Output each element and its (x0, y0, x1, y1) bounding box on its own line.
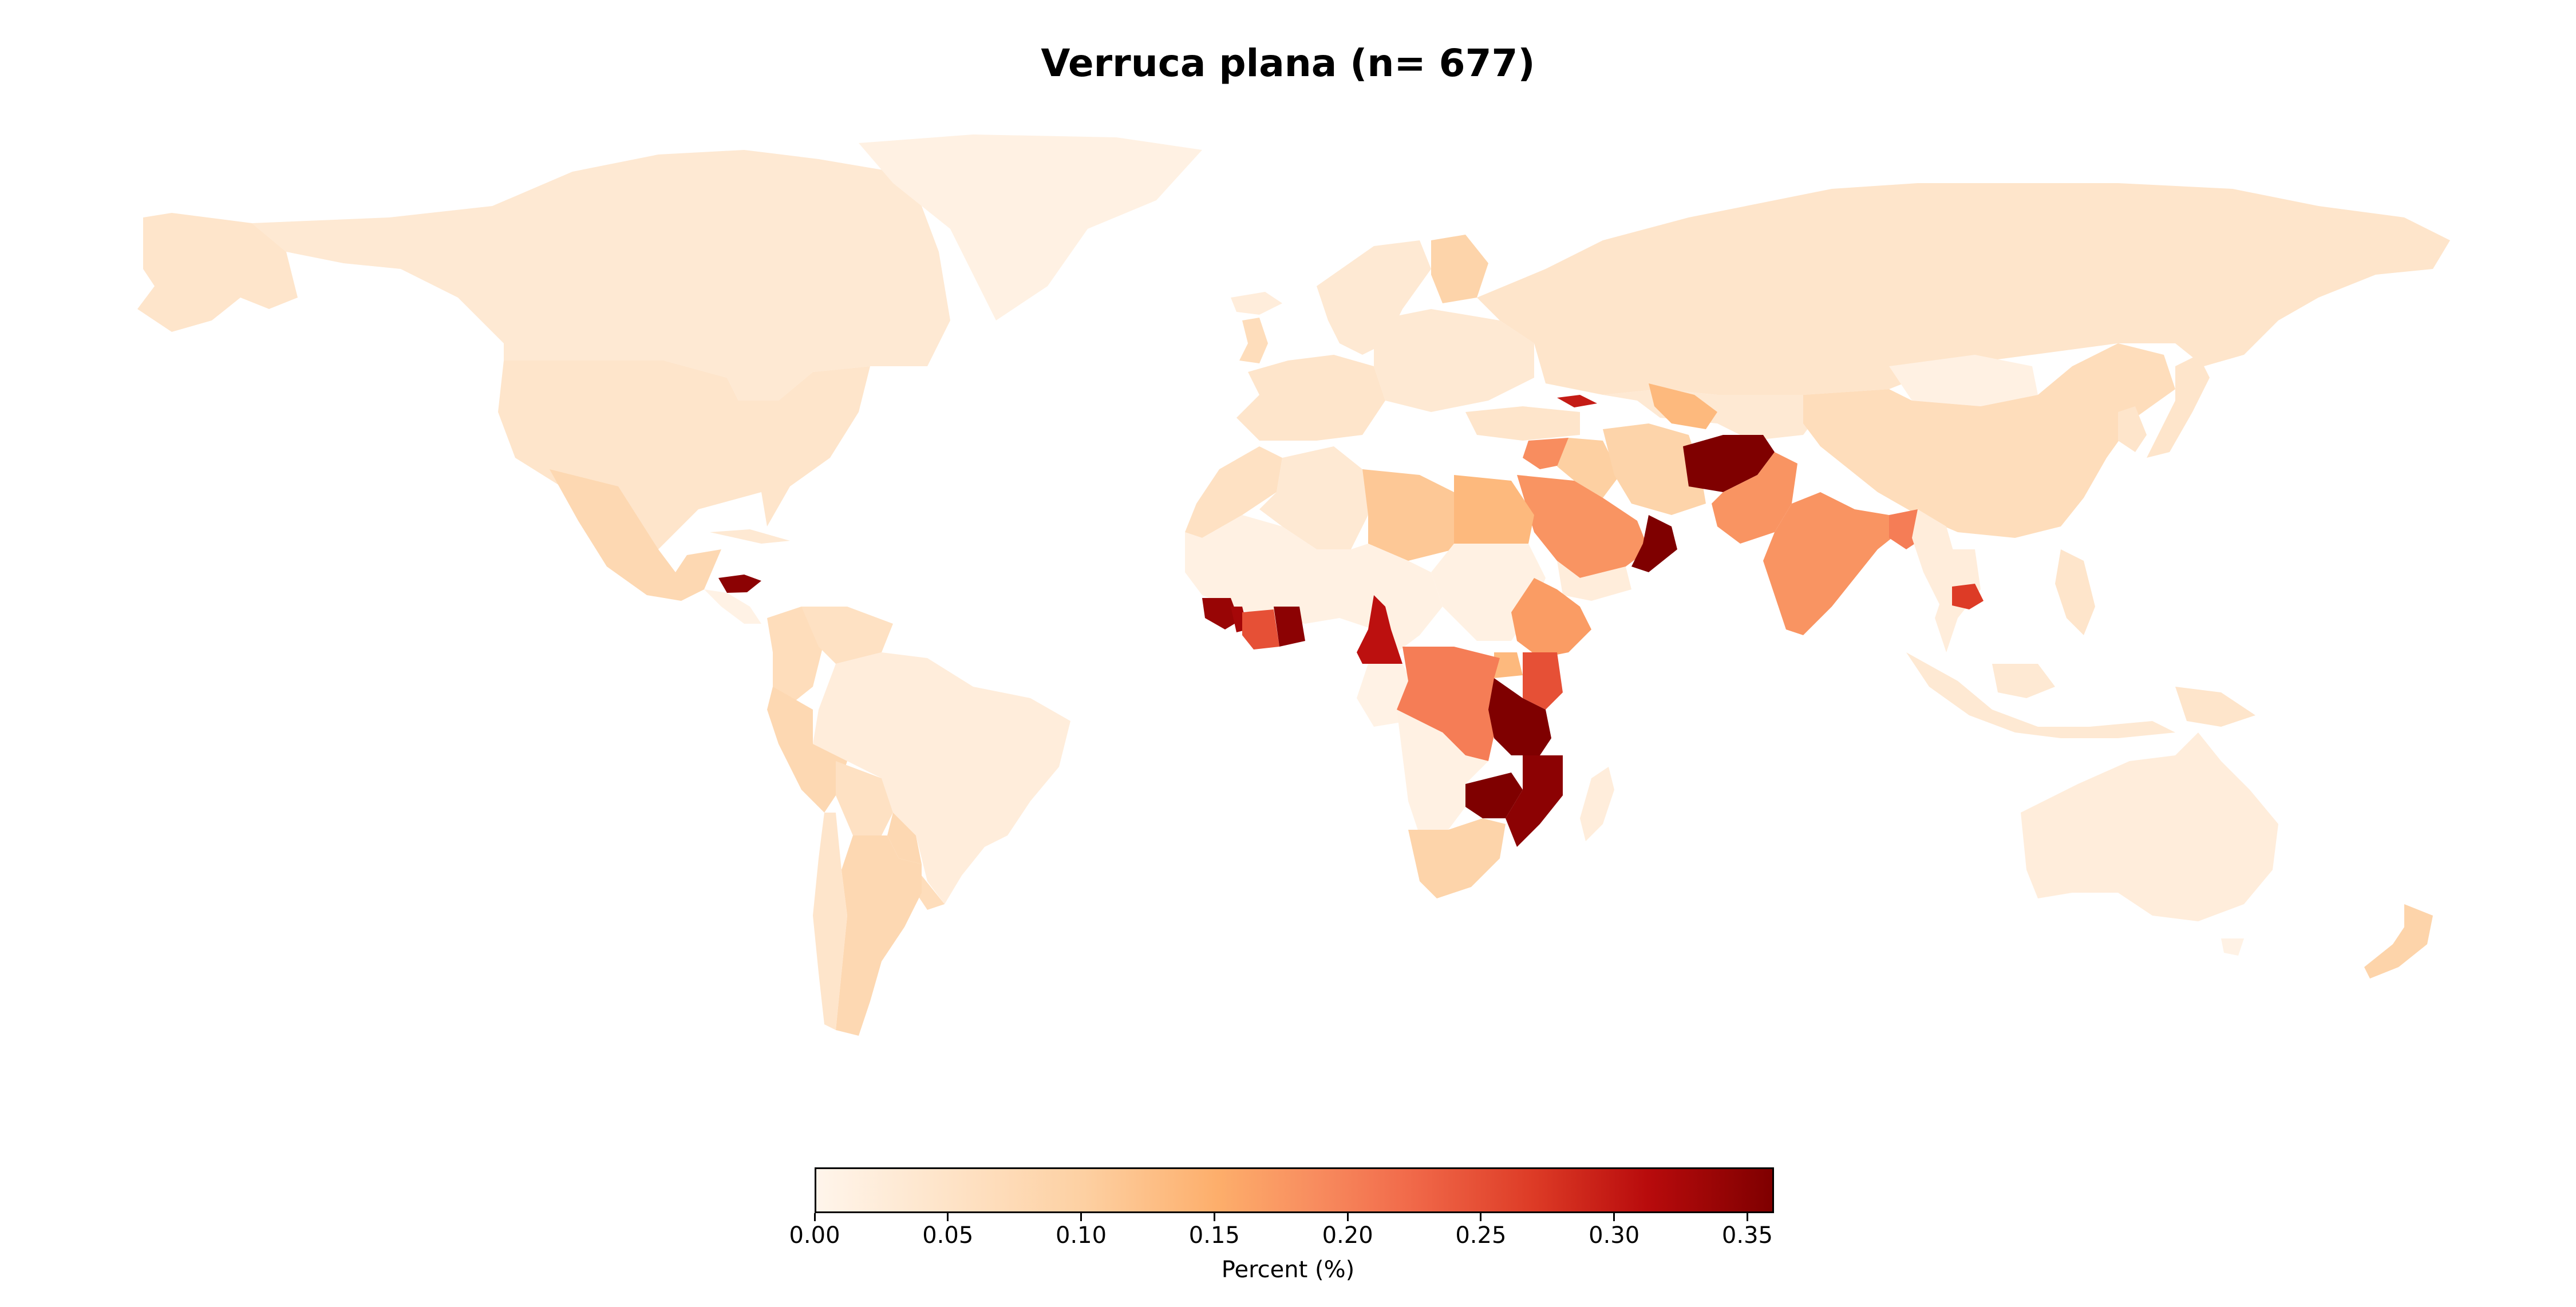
colorbar-tick-label: 0.35 (1721, 1222, 1773, 1249)
region-southern-africa (1397, 710, 1488, 835)
colorbar-tick-label: 0.25 (1455, 1222, 1507, 1249)
region-cuba (710, 529, 790, 544)
region-philippines (2055, 549, 2095, 635)
colorbar-tick-label: 0.10 (1056, 1222, 1107, 1249)
region-brazil (813, 652, 1070, 904)
colorbar-label: Percent (%) (1221, 1257, 1355, 1283)
region-japan (2147, 355, 2210, 458)
region-central-america (704, 589, 761, 624)
colorbar (815, 1167, 1774, 1213)
colorbar-tick (1746, 1213, 1748, 1221)
region-algeria (1259, 446, 1368, 549)
region-cote-d-ivoire (1242, 609, 1279, 649)
colorbar-tick (1480, 1213, 1482, 1221)
region-ethiopia (1511, 578, 1591, 658)
region-uruguay (916, 876, 945, 910)
region-egypt (1454, 475, 1534, 544)
region-honduras (718, 575, 761, 593)
colorbar-tick (1613, 1213, 1615, 1221)
region-iran (1603, 423, 1706, 515)
region-madagascar (1580, 767, 1614, 841)
region-turkey (1465, 406, 1580, 441)
region-iceland (1231, 292, 1282, 315)
colorbar-tick (1213, 1213, 1215, 1221)
region-russia (1477, 183, 2450, 395)
region-indonesia (1906, 652, 2175, 738)
region-peru (767, 687, 847, 813)
region-mongolia (1889, 355, 2038, 406)
region-eastern-europe (1374, 309, 1534, 412)
region-india (1763, 492, 1906, 635)
region-uganda (1494, 652, 1523, 678)
region-korea (2118, 406, 2147, 452)
region-yemen (1557, 561, 1631, 601)
colorbar-tick (813, 1213, 816, 1221)
region-georgia (1557, 395, 1597, 407)
region-mozambique (1506, 755, 1563, 847)
region-western-europe (1236, 355, 1385, 441)
region-new-zealand (2364, 904, 2433, 979)
region-uzbekistan (1649, 383, 1717, 429)
region-cambodia (1952, 584, 1984, 609)
region-scandinavia (1317, 240, 1431, 355)
colorbar-tick (947, 1213, 949, 1221)
region-tasmania (2221, 938, 2244, 956)
colorbar-tick-label: 0.20 (1322, 1222, 1373, 1249)
region-kenya (1523, 652, 1563, 710)
region-argentina (836, 835, 922, 1036)
region-canada (252, 150, 950, 401)
region-paraguay (887, 813, 922, 864)
colorbar-tick-label: 0.15 (1188, 1222, 1240, 1249)
colorbar-tick-label: 0.00 (789, 1222, 840, 1249)
colorbar-tick-label: 0.05 (922, 1222, 974, 1249)
region-alaska (137, 213, 298, 332)
region-sierra-leone (1202, 598, 1239, 629)
region-dr-congo (1397, 647, 1500, 761)
region-ghana (1274, 607, 1305, 647)
region-syria (1523, 438, 1568, 469)
region-colombia (767, 607, 824, 710)
region-morocco (1185, 446, 1282, 538)
region-south-africa (1408, 818, 1506, 898)
region-greenland (859, 134, 1202, 320)
region-united-kingdom (1239, 318, 1268, 363)
region-tanzania (1488, 678, 1551, 755)
region-chile (813, 813, 847, 1030)
region-iraq (1557, 438, 1620, 498)
region-papua-new-guinea (2175, 687, 2255, 727)
region-venezuela (801, 607, 893, 664)
map-title: Verruca plana (n= 677) (1041, 41, 1535, 85)
region-united-states (498, 361, 870, 549)
region-australia (2021, 732, 2278, 921)
region-saudi-arabia (1517, 475, 1649, 578)
region-china (1803, 343, 2175, 538)
colorbar-tick-label: 0.30 (1589, 1222, 1640, 1249)
region-libya (1362, 469, 1454, 561)
region-mexico (550, 469, 721, 601)
colorbar-tick (1080, 1213, 1082, 1221)
region-oman (1631, 515, 1677, 572)
colorbar-tick (1346, 1213, 1349, 1221)
region-finland (1431, 235, 1488, 303)
region-bolivia (836, 761, 893, 835)
region-zimbabwe (1465, 773, 1523, 818)
region-cameroon (1357, 595, 1402, 664)
region-pakistan (1712, 452, 1797, 544)
